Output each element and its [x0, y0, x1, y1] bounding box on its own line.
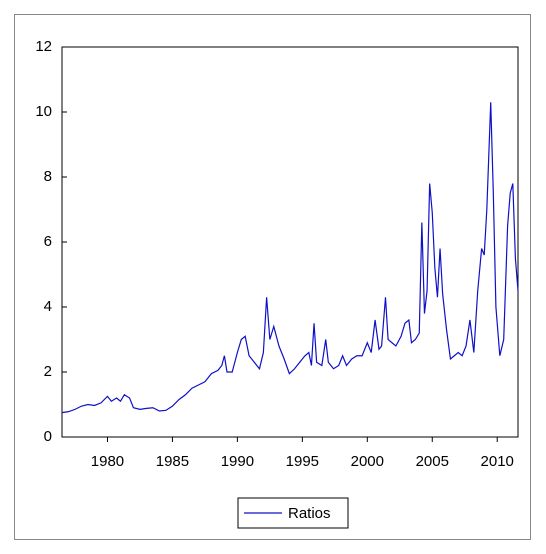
data-line — [61, 102, 519, 414]
y-tick-label: 8 — [44, 168, 52, 185]
y-tick-label: 10 — [35, 103, 52, 120]
y-tick-label: 12 — [35, 38, 52, 55]
x-tick-label: 2005 — [416, 453, 449, 470]
legend-label: Ratios — [288, 505, 331, 522]
x-tick-label: 1995 — [286, 453, 319, 470]
x-tick-label: 1990 — [221, 453, 254, 470]
x-tick-label: 1980 — [91, 453, 124, 470]
y-tick-label: 6 — [44, 233, 52, 250]
x-tick-label: 1985 — [156, 453, 189, 470]
y-tick-label: 2 — [44, 363, 52, 380]
outer-frame — [14, 14, 531, 540]
x-tick-label: 2000 — [351, 453, 384, 470]
x-tick-label: 2010 — [481, 453, 514, 470]
y-tick-label: 4 — [44, 298, 52, 315]
y-tick-label: 0 — [44, 428, 52, 445]
